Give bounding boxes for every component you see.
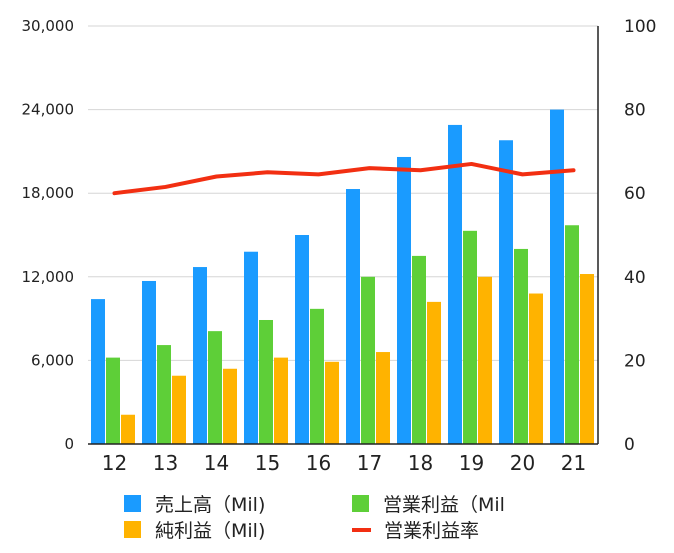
x-tick-label: 12 xyxy=(102,451,127,475)
tick-labels: 0 6,000 12,000 18,000 24,000 30,000 0 20 40 60 80 1… xyxy=(22,17,657,475)
y-left-tick-label: 24,000 xyxy=(22,101,75,119)
bar-net-profit xyxy=(427,301,441,444)
legend-item-net-profit: 純利益（Mil) xyxy=(124,516,265,543)
legend-line-operating-margin xyxy=(352,527,371,532)
chart: 0 6,000 12,000 18,000 24,000 30,000 0 20 40 60 80 1… xyxy=(22,17,657,475)
bar-operating-profit xyxy=(514,248,528,444)
x-tick-label: 15 xyxy=(255,451,280,475)
bar-net-profit xyxy=(376,352,390,444)
x-tick-label: 21 xyxy=(561,451,586,475)
y-right-tick-label: 40 xyxy=(624,268,646,288)
legend-label-sales: 売上高（Mil) xyxy=(155,494,266,516)
bar-sales xyxy=(550,109,564,444)
ratio-line xyxy=(112,161,576,196)
bar-operating-profit xyxy=(310,308,324,444)
y-right-tick-label: 20 xyxy=(624,351,646,371)
bar-sales xyxy=(448,124,462,444)
x-tick-label: 17 xyxy=(357,451,382,475)
bar-net-profit xyxy=(478,276,492,444)
y-right-tick-label: 80 xyxy=(624,101,646,121)
y-left-tick-label: 18,000 xyxy=(22,184,75,202)
bar-sales xyxy=(193,267,207,444)
bar-net-profit xyxy=(172,375,186,444)
bar-net-profit xyxy=(121,414,135,444)
bar-sales xyxy=(91,299,105,444)
x-tick-label: 13 xyxy=(153,451,178,475)
legend-label-operating-margin: 営業利益率 xyxy=(384,520,480,542)
legend-item-operating-profit: 営業利益（Mil xyxy=(352,490,505,517)
axes xyxy=(88,26,599,445)
y-left-tick-label: 30,000 xyxy=(22,17,75,35)
bar-operating-profit xyxy=(361,276,375,444)
bar-net-profit xyxy=(325,361,339,444)
bar-operating-profit xyxy=(259,319,273,444)
x-tick-label: 14 xyxy=(204,451,229,475)
bar-operating-profit xyxy=(463,230,477,444)
legend-label-operating-profit: 営業利益（Mil xyxy=(383,494,505,516)
x-tick-label: 18 xyxy=(408,451,433,475)
bar-sales xyxy=(142,280,156,444)
legend-label-net-profit: 純利益（Mil) xyxy=(155,520,266,542)
bars xyxy=(91,109,594,444)
y-left-tick-label: 6,000 xyxy=(31,351,74,369)
y-right-tick-label: 0 xyxy=(624,435,635,455)
bar-operating-profit xyxy=(208,331,222,444)
y-right-tick-label: 60 xyxy=(624,184,646,204)
legend-swatch-sales xyxy=(124,495,141,512)
bar-sales xyxy=(346,189,360,444)
bar-net-profit xyxy=(580,274,594,444)
line-operating-margin xyxy=(112,161,576,196)
y-left-tick-label: 12,000 xyxy=(22,268,75,286)
bar-sales xyxy=(499,140,513,444)
bar-net-profit xyxy=(529,293,543,444)
x-tick-label: 19 xyxy=(459,451,484,475)
x-tick-label: 20 xyxy=(510,451,535,475)
legend-swatch-net-profit xyxy=(124,521,141,538)
x-tick-label: 16 xyxy=(306,451,331,475)
bar-sales xyxy=(397,156,411,444)
legend-item-sales: 売上高（Mil) xyxy=(124,490,265,517)
bar-operating-profit xyxy=(157,345,171,444)
y-left-tick-label: 0 xyxy=(64,435,74,453)
legend-swatch-operating-profit xyxy=(352,495,369,512)
legend-item-operating-margin: 営業利益率 xyxy=(352,516,479,543)
y-right-tick-label: 100 xyxy=(624,17,656,37)
bar-sales xyxy=(295,235,309,444)
bar-operating-profit xyxy=(565,225,579,444)
bar-operating-profit xyxy=(106,357,120,444)
bar-sales xyxy=(244,251,258,444)
bar-operating-profit xyxy=(412,255,426,444)
bar-net-profit xyxy=(223,368,237,444)
legend: 売上高（Mil) 営業利益（Mil 純利益（Mil) 営業利益率 xyxy=(0,484,674,546)
bar-net-profit xyxy=(274,357,288,444)
